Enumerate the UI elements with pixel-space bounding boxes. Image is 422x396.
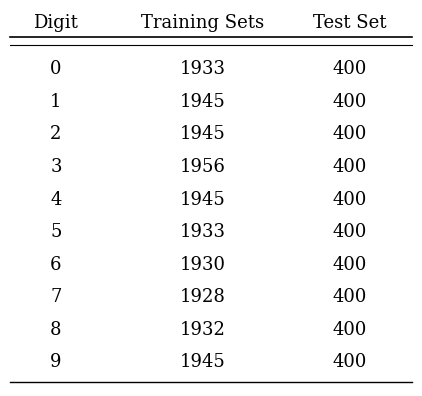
Text: 1945: 1945 <box>180 190 225 209</box>
Text: 3: 3 <box>50 158 62 176</box>
Text: 400: 400 <box>332 288 367 306</box>
Text: 1932: 1932 <box>180 321 225 339</box>
Text: Training Sets: Training Sets <box>141 14 264 32</box>
Text: 400: 400 <box>332 353 367 371</box>
Text: 1928: 1928 <box>180 288 225 306</box>
Text: 1945: 1945 <box>180 93 225 111</box>
Text: 400: 400 <box>332 223 367 241</box>
Text: 1: 1 <box>50 93 62 111</box>
Text: 1930: 1930 <box>180 256 226 274</box>
Text: Digit: Digit <box>33 14 78 32</box>
Text: 5: 5 <box>50 223 62 241</box>
Text: 1933: 1933 <box>180 223 226 241</box>
Text: 1956: 1956 <box>180 158 225 176</box>
Text: 1945: 1945 <box>180 353 225 371</box>
Text: 6: 6 <box>50 256 62 274</box>
Text: 400: 400 <box>332 60 367 78</box>
Text: Test Set: Test Set <box>313 14 386 32</box>
Text: 4: 4 <box>50 190 62 209</box>
Text: 2: 2 <box>50 126 62 143</box>
Text: 1933: 1933 <box>180 60 226 78</box>
Text: 1945: 1945 <box>180 126 225 143</box>
Text: 400: 400 <box>332 256 367 274</box>
Text: 400: 400 <box>332 190 367 209</box>
Text: 400: 400 <box>332 158 367 176</box>
Text: 400: 400 <box>332 126 367 143</box>
Text: 0: 0 <box>50 60 62 78</box>
Text: 9: 9 <box>50 353 62 371</box>
Text: 7: 7 <box>50 288 62 306</box>
Text: 400: 400 <box>332 321 367 339</box>
Text: 400: 400 <box>332 93 367 111</box>
Text: 8: 8 <box>50 321 62 339</box>
